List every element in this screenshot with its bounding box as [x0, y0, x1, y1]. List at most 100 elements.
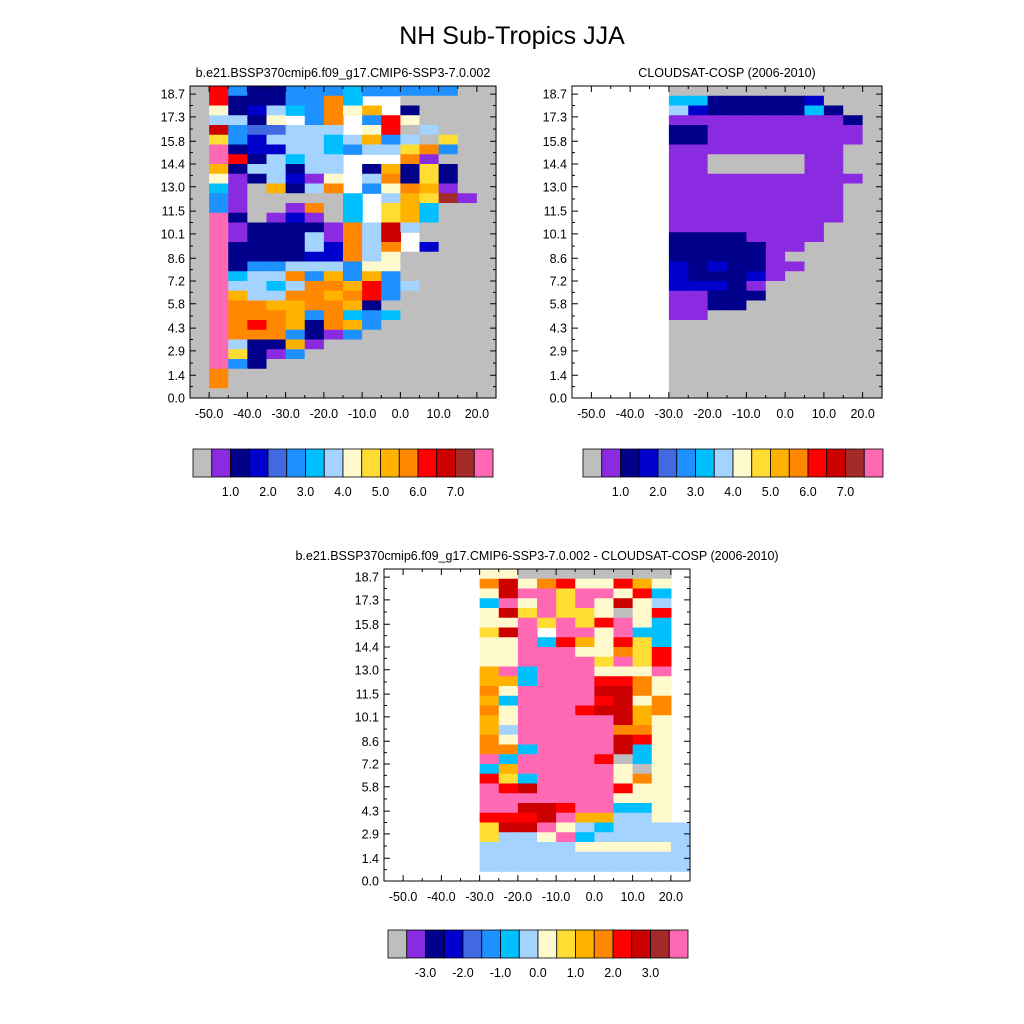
axis-ticks — [383, 569, 691, 882]
colorbar-label: 4.0 — [334, 485, 351, 499]
heatmap-cell — [209, 154, 229, 165]
heatmap-cell — [707, 261, 728, 272]
heatmap-cell — [556, 832, 576, 843]
heatmap-cell — [556, 725, 576, 736]
heatmap-cell — [381, 115, 401, 126]
heatmap-cell — [537, 578, 557, 590]
heatmap-cell — [381, 193, 401, 204]
heatmap-cell — [285, 349, 306, 360]
x-tick-label: -30.0 — [271, 407, 300, 421]
heatmap-cell — [247, 134, 268, 146]
heatmap-cell — [537, 793, 557, 804]
heatmap-cell — [517, 705, 538, 716]
heatmap-cell — [556, 695, 576, 707]
colorbar-label: 1.0 — [567, 966, 584, 980]
heatmap-cell — [556, 608, 576, 619]
heatmap-cell — [209, 359, 229, 370]
heatmap-cell — [476, 300, 497, 311]
heatmap-cell — [707, 310, 728, 321]
heatmap-cell — [438, 271, 459, 282]
heatmap-cell — [843, 339, 864, 350]
heatmap-cell — [228, 329, 248, 341]
heatmap-cell — [632, 773, 653, 785]
heatmap-cell — [285, 242, 306, 253]
heatmap-cell — [668, 290, 689, 302]
heatmap-cell — [498, 637, 519, 648]
heatmap-cell — [804, 222, 825, 233]
heatmap-cell — [343, 271, 363, 282]
heatmap-cell — [323, 310, 344, 321]
heatmap-cell — [517, 715, 538, 726]
heatmap-cell — [843, 320, 864, 331]
heatmap-cell — [594, 744, 615, 755]
heatmap-cell — [517, 812, 538, 824]
colorbar-swatch — [668, 929, 689, 959]
heatmap-cell — [556, 569, 576, 580]
heatmap-cell — [613, 793, 634, 804]
heatmap-cell — [688, 261, 709, 272]
heatmap-cell — [479, 578, 500, 590]
heatmap-cell — [537, 666, 557, 677]
heatmap-cell — [190, 388, 210, 399]
heatmap-cell — [746, 203, 767, 214]
heatmap-cell — [804, 300, 825, 311]
heatmap-cell — [209, 86, 229, 97]
heatmap-cell — [457, 300, 478, 311]
heatmap-cell — [804, 203, 825, 214]
heatmap-cell — [707, 242, 728, 253]
heatmap-cell — [419, 339, 440, 350]
y-tick-label: 2.9 — [168, 344, 185, 358]
heatmap-cell — [400, 388, 421, 399]
y-tick-label: 7.2 — [362, 758, 379, 772]
heatmap-cell — [575, 569, 595, 580]
heatmap-cell — [419, 193, 440, 204]
heatmap-cell — [668, 300, 689, 311]
heatmap-cell — [209, 95, 229, 107]
heatmap-cell — [843, 144, 864, 155]
colorbar-swatch — [732, 448, 753, 478]
heatmap-cell — [438, 378, 459, 389]
heatmap-cell — [228, 320, 248, 331]
heatmap-cell — [419, 164, 440, 175]
heatmap-cell — [843, 290, 864, 302]
x-tick-label: 20.0 — [659, 890, 683, 904]
heatmap-cell — [668, 271, 689, 282]
colorbar-swatch — [638, 448, 659, 478]
heatmap-cell — [668, 86, 689, 97]
heatmap-cell — [862, 212, 883, 224]
heatmap-cell — [285, 281, 306, 292]
heatmap-cell — [457, 349, 478, 360]
heatmap-cell — [476, 251, 497, 263]
heatmap-cell — [746, 349, 767, 360]
heatmap-cell — [457, 320, 478, 331]
heatmap-cell — [438, 212, 459, 224]
x-tick-label: -50.0 — [577, 407, 606, 421]
heatmap-cell — [651, 773, 672, 785]
heatmap-cell — [419, 95, 440, 107]
y-tick-label: 0.0 — [362, 875, 379, 889]
heatmap-cell — [746, 339, 767, 350]
heatmap-cell — [419, 115, 440, 126]
heatmap-cell — [707, 134, 728, 146]
heatmap-cell — [804, 134, 825, 146]
heatmap-cell — [594, 637, 615, 648]
heatmap-cell — [438, 339, 459, 350]
y-tick-label: 14.4 — [543, 158, 567, 172]
heatmap-cell — [419, 173, 440, 185]
heatmap-cell — [228, 95, 248, 107]
heatmap-cell — [323, 154, 344, 165]
colorbar-swatch — [556, 929, 576, 959]
heatmap-cell — [479, 812, 500, 824]
heatmap-cell — [400, 212, 421, 224]
heatmap-cell — [688, 95, 709, 107]
heatmap-cell — [537, 676, 557, 687]
colorbar-swatch — [443, 929, 464, 959]
heatmap-cell — [765, 203, 786, 214]
panel-2: CLOUDSAT-COSP (2006-2010) -50.0 -40.0 -30.0… — [543, 66, 884, 499]
heatmap-cell — [823, 95, 844, 107]
heatmap-cell — [707, 232, 728, 243]
heatmap-cell — [651, 803, 672, 814]
heatmap-cell — [594, 695, 615, 707]
heatmap-cell — [228, 115, 248, 126]
heatmap-cell — [651, 832, 672, 843]
